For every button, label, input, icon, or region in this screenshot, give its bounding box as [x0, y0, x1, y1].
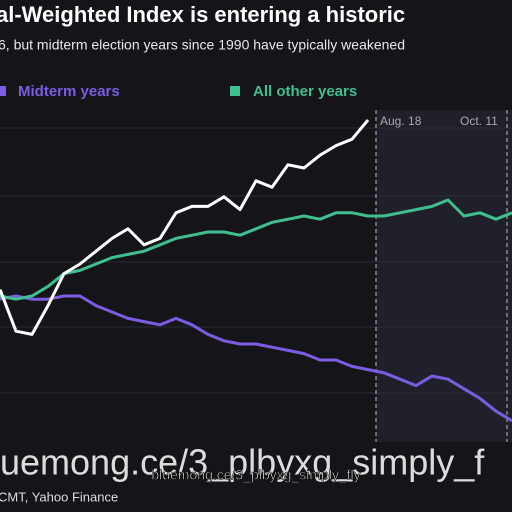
series-line [0, 198, 512, 301]
annotation: Oct. 11 [460, 114, 498, 128]
legend-swatch [230, 86, 240, 96]
chart-title: al-Weighted Index is entering a historic [0, 2, 405, 27]
legend-swatch [0, 86, 6, 96]
annotation: Aug. 18 [380, 114, 422, 128]
grid [0, 127, 512, 394]
legend-label: Midterm years [18, 83, 120, 100]
legend-label: All other years [253, 83, 357, 100]
series-line [0, 294, 512, 423]
source: CMT, Yahoo Finance [0, 489, 118, 504]
shaded-period [376, 110, 512, 442]
watermark: bluemong.ce/3_plbyxg_simply_fly [151, 467, 360, 483]
overlay-text: luemong.ce/3_plbyxg_simply_f [0, 442, 485, 483]
series-line [0, 119, 370, 336]
plot [0, 119, 512, 423]
subtitle: 6, but midterm election years since 1990… [0, 37, 405, 53]
